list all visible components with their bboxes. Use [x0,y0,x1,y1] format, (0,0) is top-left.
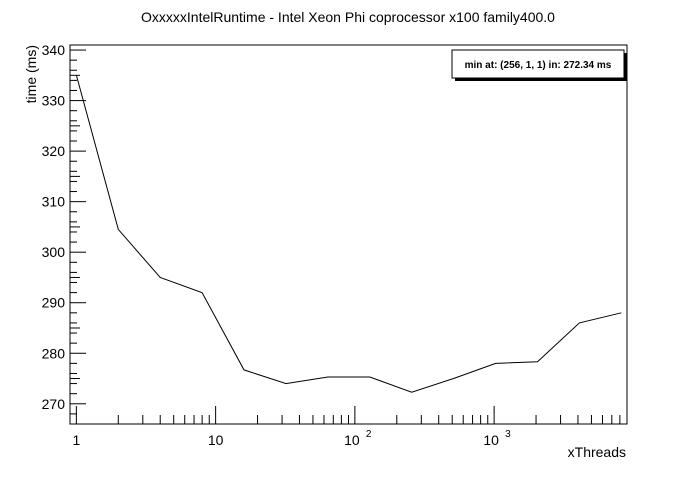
y-tick-label: 310 [42,194,66,210]
x-tick-label: 1 [72,432,80,448]
y-tick-label: 320 [42,143,66,159]
y-tick-label: 340 [42,42,66,58]
series-layer [75,75,622,393]
min-annotation-box: min at: (256, 1, 1) in: 272.34 ms [451,49,627,81]
x-axis-label: xThreads [568,444,626,460]
x-tick-exponent: 3 [505,429,511,440]
x-tick-label: 10 [208,432,224,448]
x-tick-label: 10 [483,432,499,448]
min-annotation-frame [451,49,625,79]
x-tick-exponent: 2 [366,429,372,440]
x-axis: 1 10 10 2 10 3 [72,406,628,448]
y-tick-label: 330 [42,93,66,109]
x-tick-label: 10 [344,432,360,448]
y-tick-label: 300 [42,244,66,260]
chart-title: OxxxxxIntelRuntime - Intel Xeon Phi copr… [141,9,555,25]
y-axis: 270 280 290 300 310 320 330 340 [42,42,86,425]
min-annotation-text: min at: (256, 1, 1) in: 272.34 ms [465,60,612,71]
y-tick-label: 290 [42,295,66,311]
y-tick-label: 280 [42,345,66,361]
series-line [75,75,622,393]
y-tick-label: 270 [42,396,66,412]
plot-frame [69,44,628,425]
y-axis-label: time (ms) [23,45,39,103]
